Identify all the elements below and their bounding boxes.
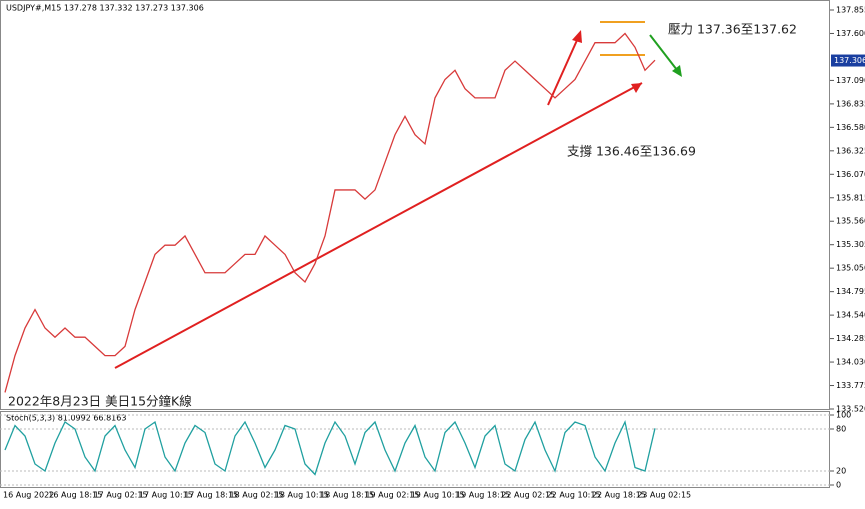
x-tick-label: 22 Aug 02:15 bbox=[501, 491, 555, 500]
price-panel bbox=[0, 0, 830, 410]
y-tick-label: 137.855 bbox=[836, 6, 865, 15]
arrow-head bbox=[672, 65, 682, 77]
x-tick-label: 17 Aug 18:15 bbox=[184, 491, 238, 500]
y-tick-label: 135.305 bbox=[836, 240, 865, 249]
y-tick-label: 133.520 bbox=[836, 405, 865, 414]
chart-title: 2022年8月23日 美日15分鐘K線 bbox=[8, 394, 192, 409]
y-tick-label: 134.285 bbox=[836, 334, 865, 343]
x-tick-label: 16 Aug 18:15 bbox=[48, 491, 102, 500]
y-tick-label: 135.050 bbox=[836, 264, 865, 273]
x-tick-label: 22 Aug 10:15 bbox=[547, 491, 601, 500]
header: USDJPY#,M15 137.278 137.332 137.273 137.… bbox=[6, 4, 204, 13]
arrow-head bbox=[631, 83, 642, 93]
annotation: 壓力 137.36至137.62 bbox=[668, 22, 797, 37]
y-tick-label: 137.600 bbox=[836, 29, 865, 38]
stoch-title: Stoch(5,3,3) 81.0992 66.8163 bbox=[6, 414, 126, 423]
current-price-label: 137.306 bbox=[834, 56, 865, 65]
y-tick-label: 135.815 bbox=[836, 193, 865, 202]
x-tick-label: 19 Aug 10:15 bbox=[411, 491, 465, 500]
current-price-box bbox=[831, 54, 865, 67]
x-tick-label: 18 Aug 18:15 bbox=[320, 491, 374, 500]
stoch-panel bbox=[0, 411, 830, 488]
x-tick-label: 16 Aug 2022 bbox=[3, 491, 54, 500]
x-tick-label: 18 Aug 10:15 bbox=[275, 491, 329, 500]
y-tick-label: 136.835 bbox=[836, 99, 865, 108]
y-tick-label: 0 bbox=[836, 481, 841, 490]
y-tick-label: 20 bbox=[836, 467, 846, 476]
y-tick-label: 136.070 bbox=[836, 170, 865, 179]
y-tick-label: 134.540 bbox=[836, 311, 865, 320]
y-tick-label: 133.775 bbox=[836, 381, 865, 390]
x-tick-label: 17 Aug 02:15 bbox=[94, 491, 148, 500]
price-line bbox=[4, 420, 656, 476]
y-tick-label: 135.560 bbox=[836, 217, 865, 226]
y-tick-label: 134.030 bbox=[836, 358, 865, 367]
price-line bbox=[4, 32, 656, 393]
y-tick-label: 136.580 bbox=[836, 123, 865, 132]
y-tick-label: 100 bbox=[836, 411, 851, 420]
up-arrow bbox=[547, 37, 579, 106]
x-tick-label: 23 Aug 02:15 bbox=[637, 491, 691, 500]
y-tick-label: 134.795 bbox=[836, 287, 865, 296]
x-tick-label: 19 Aug 02:15 bbox=[365, 491, 419, 500]
annotation: 支撐 136.46至136.69 bbox=[567, 144, 696, 159]
down-arrow bbox=[649, 34, 678, 71]
x-tick-label: 19 Aug 18:15 bbox=[456, 491, 510, 500]
arrow-head bbox=[572, 30, 582, 43]
x-tick-label: 18 Aug 02:15 bbox=[230, 491, 284, 500]
y-tick-label: 136.325 bbox=[836, 146, 865, 155]
trend-line bbox=[114, 82, 643, 369]
y-tick-label: 137.090 bbox=[836, 76, 865, 85]
x-tick-label: 17 Aug 10:15 bbox=[139, 491, 193, 500]
y-tick-label: 80 bbox=[836, 425, 846, 434]
x-tick-label: 22 Aug 18:15 bbox=[592, 491, 646, 500]
